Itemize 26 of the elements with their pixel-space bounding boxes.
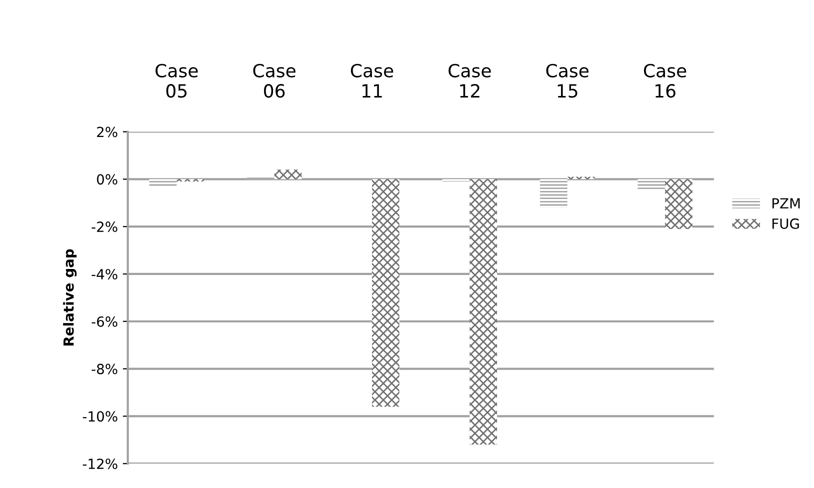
bar (665, 179, 692, 229)
bar (176, 179, 204, 182)
y-tick-label: -8% (92, 364, 118, 374)
bar (442, 179, 470, 182)
bar (470, 179, 498, 445)
y-tick-label: -6% (92, 316, 118, 327)
bar (149, 179, 177, 186)
bar (274, 170, 302, 180)
legend-label: PZM (772, 198, 800, 208)
y-tick-label: -4% (92, 268, 118, 280)
x-tick-label: Case 16 (644, 64, 686, 98)
y-tick-label: -10% (82, 411, 118, 422)
x-tick-label: Case 11 (350, 64, 394, 98)
bar (372, 179, 400, 407)
x-tick-label: Case 15 (546, 64, 588, 98)
legend-label: FUG (772, 218, 799, 229)
y-tick-label: -2% (92, 222, 118, 232)
x-tick-label: Case 05 (156, 64, 198, 98)
y-axis-title: Relative gap (63, 249, 77, 346)
y-tick-label: -12% (82, 458, 118, 470)
y-tick-label: 2% (97, 126, 118, 138)
bar (638, 179, 666, 190)
x-tick-label: Case 06 (253, 64, 296, 98)
y-tick-label: 0% (96, 174, 118, 185)
bar (540, 179, 568, 208)
x-tick-label: Case 12 (448, 64, 491, 98)
